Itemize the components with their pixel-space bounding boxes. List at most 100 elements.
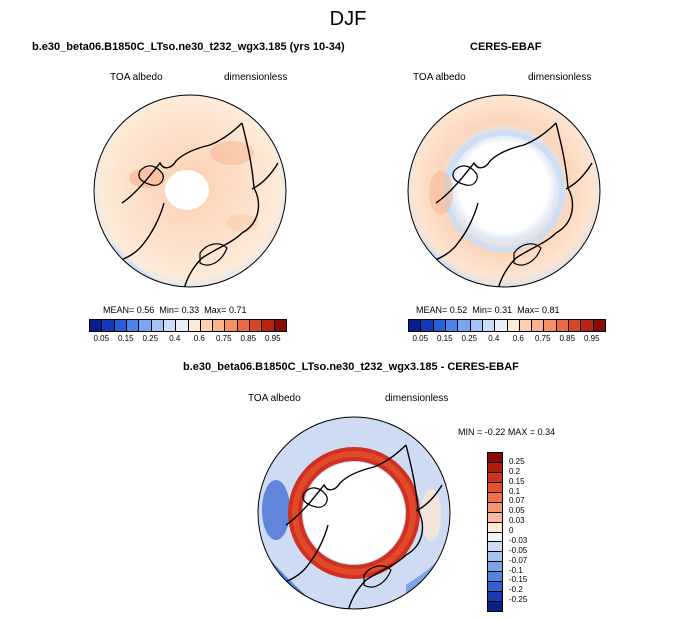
colorbar-tick-label: 0.85: [240, 334, 257, 343]
colorbar-swatch: [114, 320, 127, 331]
colorbar-swatch: [488, 542, 502, 553]
colorbar-tick-label: 0.03: [509, 516, 525, 526]
colorbar-swatch: [519, 320, 533, 331]
colorbar-swatch: [225, 320, 238, 331]
panel2-colorbar: [408, 319, 606, 332]
colorbar-tick-label: 0.75: [215, 334, 232, 343]
colorbar-tick-label: 0.95: [264, 334, 281, 343]
colorbar-tick-label: 0.6: [512, 334, 524, 343]
colorbar-tick-label: 0.05: [93, 334, 110, 343]
colorbar-swatch: [544, 320, 557, 331]
colorbar-tick-label: -0.25: [509, 595, 528, 605]
colorbar-swatch: [482, 320, 496, 331]
colorbar-tick-label: -0.05: [509, 545, 528, 555]
colorbar-swatch: [274, 320, 286, 331]
colorbar-swatch: [90, 320, 103, 331]
colorbar-swatch: [569, 320, 582, 331]
colorbar-swatch: [556, 320, 570, 331]
colorbar-swatch: [488, 532, 502, 543]
panel1-units: dimensionless: [224, 72, 288, 83]
colorbar-swatch: [151, 320, 164, 331]
colorbar-swatch: [200, 320, 214, 331]
colorbar-tick-label: 0: [509, 526, 514, 535]
colorbar-swatch: [176, 320, 189, 331]
panel2-stats: MEAN= 0.52 Min= 0.31 Max= 0.81: [416, 305, 560, 315]
colorbar-tick-label: 0.6: [193, 334, 205, 343]
colorbar-tick-label: 0.25: [142, 334, 159, 343]
colorbar-swatch: [488, 572, 502, 583]
colorbar-swatch: [458, 320, 471, 331]
diff-minmax: MIN = -0.22 MAX = 0.34: [458, 427, 556, 437]
colorbar-swatch: [488, 512, 502, 523]
panel2-polar-map: [407, 94, 601, 288]
colorbar-swatch: [163, 320, 177, 331]
colorbar-swatch: [488, 592, 502, 603]
colorbar-tick-label: 0.07: [509, 496, 525, 506]
panel1-polar-map: [93, 94, 287, 288]
colorbar-tick-label: 0.05: [509, 506, 525, 516]
colorbar-tick-label: -0.1: [509, 565, 523, 575]
panel1-colorbar: [89, 319, 287, 332]
colorbar-swatch: [488, 562, 502, 573]
colorbar-swatch: [488, 472, 502, 483]
colorbar-tick-label: 0.4: [169, 334, 181, 343]
colorbar-tick-label: 0.15: [436, 334, 453, 343]
colorbar-swatch: [262, 320, 275, 331]
colorbar-tick-label: 0.2: [509, 466, 521, 476]
colorbar-swatch: [488, 453, 502, 463]
colorbar-swatch: [507, 320, 520, 331]
colorbar-swatch: [488, 602, 502, 611]
colorbar-tick-label: 0.4: [488, 334, 500, 343]
diff-panel-title: b.e30_beta06.B1850C_LTso.ne30_t232_wgx3.…: [183, 361, 519, 373]
figure-title: DJF: [329, 8, 367, 30]
colorbar-swatch: [593, 320, 605, 331]
colorbar-tick-label: 0.05: [412, 334, 429, 343]
colorbar-tick-label: -0.03: [509, 535, 528, 545]
panel1-title: b.e30_beta06.B1850C_LTso.ne30_t232_wgx3.…: [32, 41, 345, 53]
colorbar-tick-label: 0.95: [583, 334, 600, 343]
panel2-variable: TOA albedo: [413, 72, 466, 83]
colorbar-tick-label: 0.25: [509, 456, 525, 466]
colorbar-tick-label: 0.75: [534, 334, 551, 343]
colorbar-swatch: [433, 320, 446, 331]
colorbar-swatch: [470, 320, 483, 331]
colorbar-tick-label: 0.15: [117, 334, 134, 343]
colorbar-swatch: [102, 320, 115, 331]
colorbar-swatch: [488, 462, 502, 473]
colorbar-swatch: [188, 320, 201, 331]
colorbar-swatch: [488, 492, 502, 503]
colorbar-tick-label: 0.1: [509, 486, 521, 496]
colorbar-swatch: [409, 320, 422, 331]
colorbar-swatch: [488, 502, 502, 513]
colorbar-tick-label: -0.2: [509, 585, 523, 595]
panel1-variable: TOA albedo: [110, 72, 163, 83]
colorbar-tick-label: -0.15: [509, 575, 528, 585]
diff-colorbar-labels: 0.25 0.2 0.15 0.1 0.07 0.05 0.03 0 -0.03 -0.05 -0.…: [509, 452, 549, 610]
colorbar-swatch: [139, 320, 152, 331]
colorbar-tick-label: 0.25: [461, 334, 478, 343]
colorbar-swatch: [250, 320, 263, 331]
panel2-colorbar-labels: 0.05 0.15 0.25 0.4 0.6 0.75 0.85 0.95: [408, 334, 604, 346]
panel2-title: CERES-EBAF: [470, 41, 542, 53]
colorbar-swatch: [532, 320, 545, 331]
colorbar-swatch: [488, 522, 502, 533]
panel1-stats: MEAN= 0.56 Min= 0.33 Max= 0.71: [103, 305, 247, 315]
colorbar-swatch: [495, 320, 508, 331]
diff-colorbar: [487, 452, 503, 612]
colorbar-swatch: [213, 320, 226, 331]
colorbar-swatch: [581, 320, 594, 331]
diff-units: dimensionless: [385, 393, 449, 404]
colorbar-tick-label: 0.15: [509, 476, 525, 486]
diff-polar-map: [257, 416, 451, 610]
colorbar-swatch: [445, 320, 459, 331]
colorbar-tick-label: 0.85: [559, 334, 576, 343]
diff-variable: TOA albedo: [248, 393, 301, 404]
colorbar-swatch: [488, 582, 502, 593]
panel1-colorbar-labels: 0.05 0.15 0.25 0.4 0.6 0.75 0.85 0.95: [89, 334, 285, 346]
colorbar-swatch: [421, 320, 434, 331]
colorbar-swatch: [237, 320, 251, 331]
colorbar-swatch: [126, 320, 140, 331]
colorbar-tick-label: -0.07: [509, 555, 528, 565]
panel2-units: dimensionless: [528, 72, 592, 83]
colorbar-swatch: [488, 552, 502, 563]
